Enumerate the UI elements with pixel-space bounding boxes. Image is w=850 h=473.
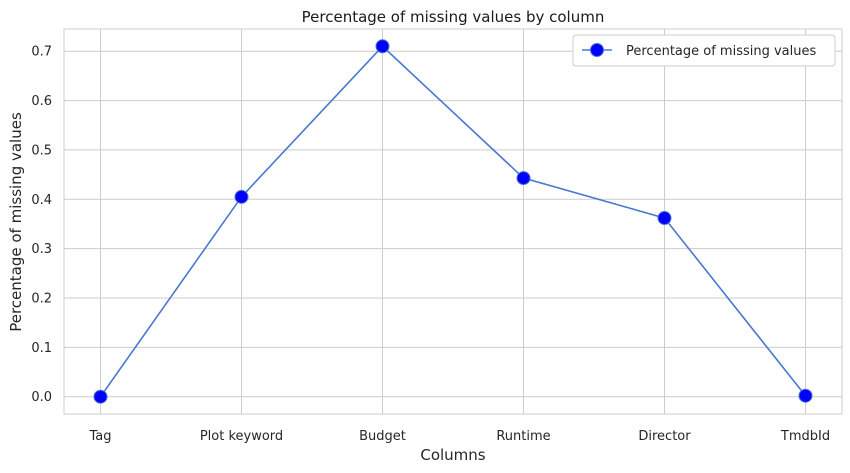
data-point [234,189,249,204]
series-line [99,45,807,398]
chart-title: Percentage of missing values by column [302,8,605,26]
x-axis-title: Columns [420,446,485,464]
y-tick-label: 0.2 [31,292,52,307]
data-point [798,388,813,403]
y-axis-ticks: 0.0 0.1 0.2 0.3 0.4 0.5 0.6 0.7 [31,45,52,406]
legend-marker-swatch [590,43,604,57]
data-point [93,389,108,404]
y-tick-label: 0.3 [31,242,52,257]
data-point [516,171,531,186]
y-tick-label: 0.7 [31,45,52,60]
x-tick-label: Budget [359,429,406,444]
y-axis-title: Percentage of missing values [7,112,25,332]
data-point [375,39,390,54]
y-tick-label: 0.0 [31,390,52,405]
y-tick-label: 0.6 [31,94,52,109]
x-axis-ticks: Tag Plot keyword Budget Runtime Director Tmdb… [88,429,830,444]
legend-box [572,34,836,67]
legend-label: Percentage of missing values [626,44,816,59]
y-tick-label: 0.1 [31,341,52,356]
y-tick-label: 0.4 [31,193,52,208]
y-tick-label: 0.5 [31,143,52,158]
data-point [657,211,672,226]
x-tick-label: Tag [88,429,111,444]
legend: Percentage of missing values [572,34,836,67]
plot-area [63,28,843,415]
x-tick-label: Director [638,429,691,444]
x-tick-label: TmdbId [780,429,830,444]
series-group [93,39,813,404]
x-tick-label: Runtime [496,429,550,444]
x-tick-label: Plot keyword [200,429,283,444]
